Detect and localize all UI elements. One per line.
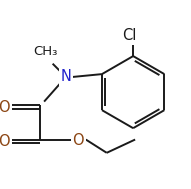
Text: Cl: Cl [122, 28, 137, 43]
Text: CH₃: CH₃ [33, 45, 57, 58]
Text: N: N [61, 69, 71, 84]
Text: O: O [0, 134, 10, 149]
Text: O: O [0, 100, 10, 115]
Text: O: O [72, 133, 84, 148]
